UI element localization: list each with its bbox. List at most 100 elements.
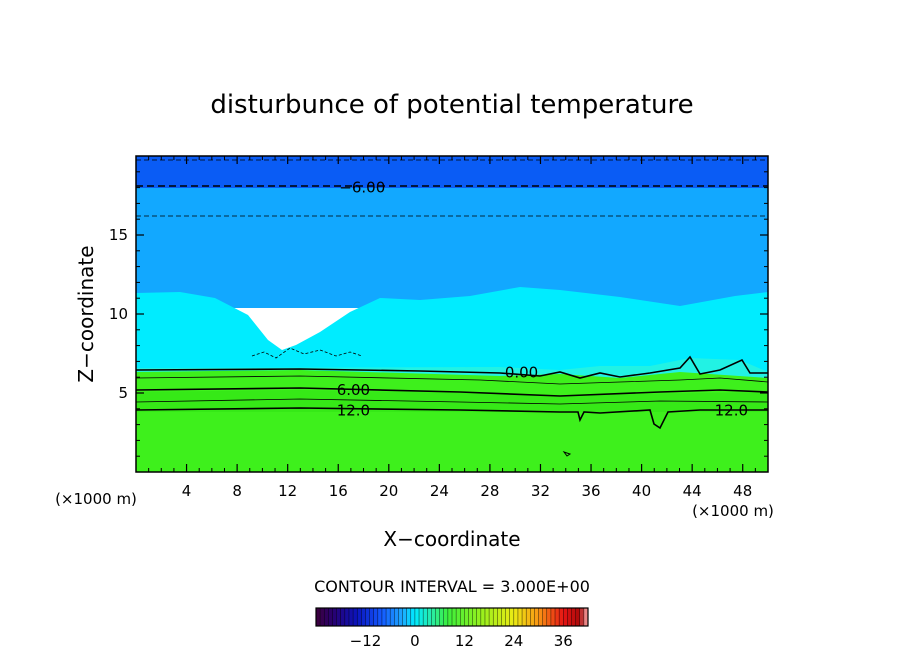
y-tick-label: 10 bbox=[109, 305, 128, 323]
colorbar-segment bbox=[489, 608, 494, 626]
colorbar-segment bbox=[538, 608, 543, 626]
colorbar-segment bbox=[571, 608, 576, 626]
upper-region-fill bbox=[136, 188, 768, 308]
x-tick-label: 8 bbox=[232, 482, 242, 500]
x-tick-label: 24 bbox=[430, 482, 449, 500]
colorbar-segment bbox=[439, 608, 445, 626]
colorbar-segment bbox=[390, 608, 395, 626]
colorbar-segment bbox=[513, 608, 519, 626]
colorbar-segment bbox=[575, 608, 581, 626]
y-axis: 5 10 15 bbox=[109, 171, 768, 457]
colorbar-segment bbox=[493, 608, 498, 626]
colorbar-segment bbox=[427, 608, 432, 626]
colorbar-segment bbox=[398, 608, 403, 626]
y-tick-label: 5 bbox=[118, 384, 128, 402]
colorbar-segment bbox=[505, 608, 510, 626]
y-axis-label: Z−coordinate bbox=[74, 245, 98, 382]
colorbar-segment bbox=[435, 608, 440, 626]
x-tick-label: 12 bbox=[278, 482, 297, 500]
colorbar-segment bbox=[517, 608, 523, 626]
contour-6 bbox=[136, 387, 768, 397]
colorbar-segment bbox=[443, 608, 449, 626]
x-tick-label: 44 bbox=[683, 482, 702, 500]
colorbar-tick-label: 36 bbox=[554, 632, 573, 650]
colorbar-segment bbox=[332, 608, 337, 626]
x-tick-label: 36 bbox=[581, 482, 600, 500]
colorbar-tick-label: 12 bbox=[455, 632, 474, 650]
contour-label: 0.00 bbox=[505, 363, 538, 381]
colorbar-segment bbox=[394, 608, 399, 626]
x-tick-label: 32 bbox=[531, 482, 550, 500]
contour-labels: −6.00 0.00 6.00 12.0 12.0 bbox=[337, 179, 748, 420]
colorbar-segment bbox=[447, 608, 453, 626]
colorbar-segment bbox=[344, 608, 350, 626]
contour-label: 12.0 bbox=[715, 401, 748, 419]
colorbar-segment bbox=[402, 608, 407, 626]
colorbar-segment bbox=[542, 608, 548, 626]
contour-dashed-cells bbox=[251, 347, 363, 359]
x-tick-label: 40 bbox=[632, 482, 651, 500]
colorbar-segment bbox=[583, 608, 589, 626]
colorbar-segment bbox=[320, 608, 325, 626]
colorbar-tick-label: −12 bbox=[350, 632, 382, 650]
colorbar-tick-label: 0 bbox=[410, 632, 420, 650]
colorbar-segment bbox=[340, 608, 346, 626]
x-axis: 4 8 12 16 20 24 28 32 36 40 44 48 bbox=[148, 156, 756, 500]
colorbar-segment bbox=[377, 608, 383, 626]
contour-interval-label: CONTOUR INTERVAL = 3.000E+00 bbox=[314, 577, 590, 596]
colorbar-segment bbox=[361, 608, 366, 626]
x-tick-label: 16 bbox=[329, 482, 348, 500]
colorbar-segment bbox=[497, 608, 502, 626]
colorbar-segment bbox=[526, 608, 531, 626]
colorbar-segment bbox=[328, 608, 333, 626]
colorbar-segment bbox=[484, 608, 490, 626]
colorbar-segment bbox=[555, 608, 560, 626]
colorbar-segment bbox=[534, 608, 539, 626]
contour-0 bbox=[136, 355, 768, 379]
colorbar-segment bbox=[579, 608, 585, 626]
colorbar-segment bbox=[348, 608, 354, 626]
colorbar-segment bbox=[472, 608, 478, 626]
colorbar-segment bbox=[480, 608, 486, 626]
colorbar-segment bbox=[546, 608, 552, 626]
colorbar-segment bbox=[464, 608, 469, 626]
colorbar-segment bbox=[410, 608, 416, 626]
colorbar-segment bbox=[559, 608, 564, 626]
colorbar-segment bbox=[423, 608, 428, 626]
colorbar-segment bbox=[509, 608, 515, 626]
colorbar-tick-label: 24 bbox=[504, 632, 523, 650]
contour-9 bbox=[136, 398, 768, 405]
colorbar-segment bbox=[530, 608, 535, 626]
colorbar-segment bbox=[456, 608, 461, 626]
x-tick-label: 4 bbox=[182, 482, 192, 500]
colorbar-segment bbox=[353, 608, 358, 626]
colorbar-segment bbox=[369, 608, 374, 626]
mid-region-fill bbox=[136, 287, 768, 380]
colorbar-segment bbox=[563, 608, 568, 626]
contour-3 bbox=[136, 375, 768, 385]
x-unit-right: (×1000 m) bbox=[692, 502, 774, 520]
x-tick-label: 20 bbox=[379, 482, 398, 500]
colorbar-segment bbox=[373, 608, 379, 626]
colorbar-segment bbox=[550, 608, 556, 626]
contour-label: 12.0 bbox=[337, 401, 370, 419]
colorbar-segment bbox=[567, 608, 572, 626]
colorbar-segment bbox=[406, 608, 412, 626]
x-tick-label: 28 bbox=[480, 482, 499, 500]
chart-title: disturbunce of potential temperature bbox=[210, 90, 693, 120]
contour-label: 6.00 bbox=[337, 381, 370, 399]
contour-label: −6.00 bbox=[339, 179, 385, 197]
plot-area bbox=[136, 156, 768, 472]
x-tick-label: 48 bbox=[733, 482, 752, 500]
contours bbox=[136, 159, 768, 457]
contour-small-cell bbox=[562, 451, 572, 457]
colorbar-segment bbox=[431, 608, 436, 626]
colorbar-segment bbox=[316, 608, 321, 626]
x-unit-left: (×1000 m) bbox=[55, 490, 137, 508]
colorbar-segment bbox=[365, 608, 370, 626]
colorbar-segment bbox=[460, 608, 465, 626]
colorbar bbox=[316, 608, 589, 626]
colorbar-segment bbox=[386, 608, 391, 626]
colorbar-segment bbox=[336, 608, 342, 626]
